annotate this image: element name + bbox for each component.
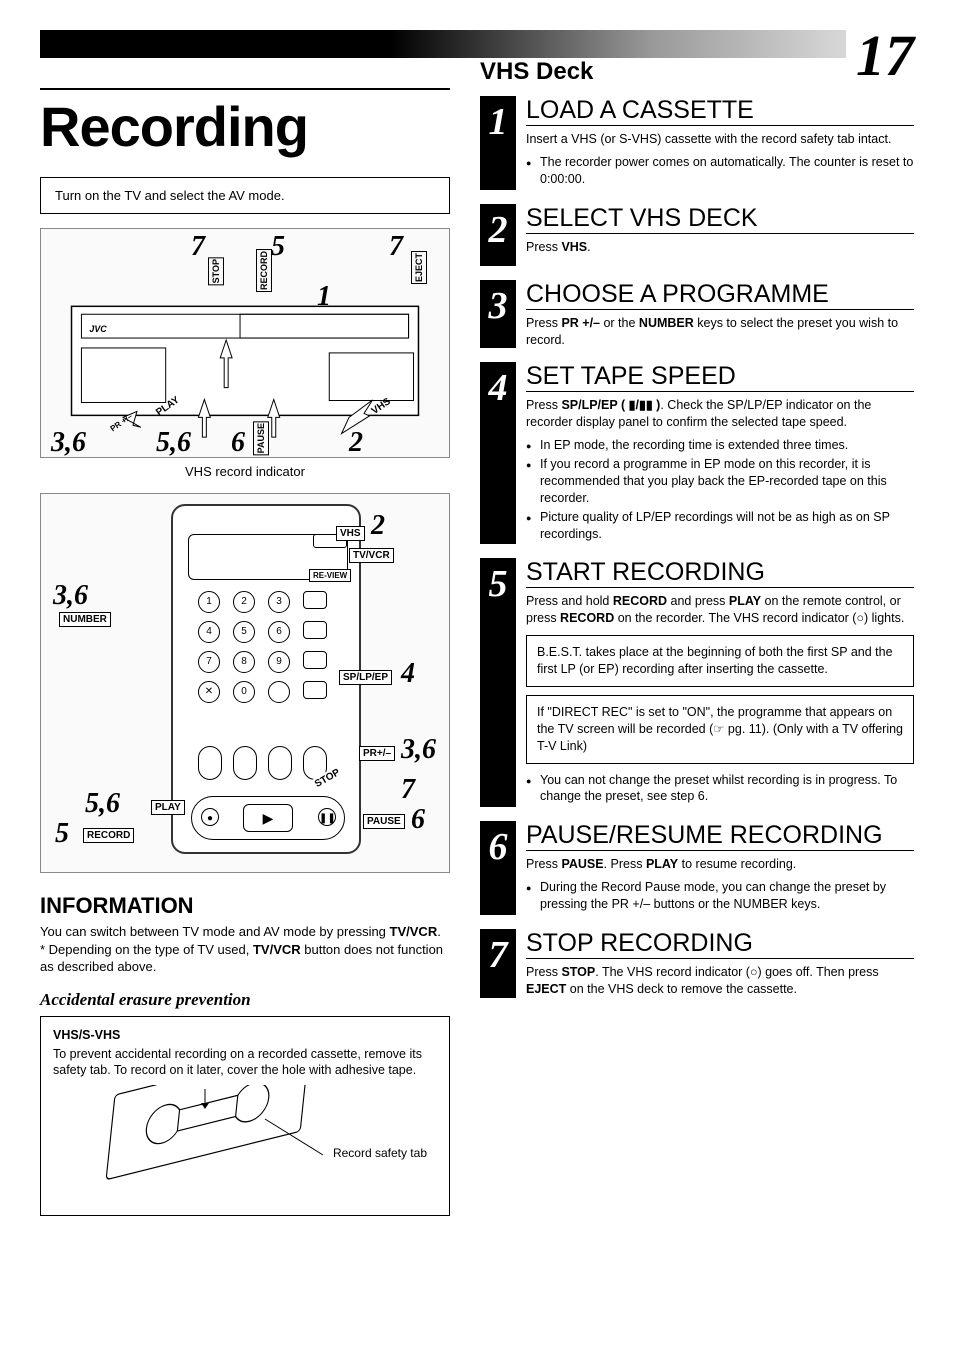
step-4: 4 SET TAPE SPEED Press SP/LP/EP ( ▮/▮▮ )…: [480, 362, 914, 544]
step-num-2: 2: [480, 204, 516, 266]
lbl-review: RE-VIEW: [309, 569, 351, 582]
step-title-7: STOP RECORDING: [526, 929, 914, 959]
step-5-bullet: You can not change the preset whilst rec…: [526, 772, 914, 806]
eject-label: EJECT: [411, 251, 427, 284]
step-num-3: 3: [480, 280, 516, 349]
header-gradient-bar: 17: [40, 30, 914, 58]
right-column: VHS Deck 1 LOAD A CASSETTE Insert a VHS …: [480, 58, 914, 1216]
callout-5: 5: [271, 231, 285, 263]
c-6: 6: [411, 804, 425, 836]
step-text-5: Press and hold RECORD and press PLAY on …: [526, 593, 914, 627]
record-label: RECORD: [256, 249, 272, 292]
lbl-pause: PAUSE: [363, 814, 405, 829]
lbl-play: PLAY: [151, 800, 185, 815]
accidental-box: VHS/S-VHS To prevent accidental recordin…: [40, 1016, 450, 1217]
lbl-vhs: VHS: [336, 526, 365, 541]
c-36b: 3,6: [401, 734, 436, 766]
callout-7a: 7: [191, 231, 205, 263]
info-line1: You can switch between TV mode and AV mo…: [40, 924, 390, 939]
callout-1: 1: [317, 281, 331, 313]
step-1-bullet-0: The recorder power comes on automaticall…: [526, 154, 914, 188]
step-text-4: Press SP/LP/EP ( ▮/▮▮ ). Check the SP/LP…: [526, 397, 914, 431]
info-tvvcr: TV/VCR: [390, 924, 438, 939]
lbl-record: RECORD: [83, 828, 134, 843]
callout-7b: 7: [389, 231, 403, 263]
step-3: 3 CHOOSE A PROGRAMME Press PR +/– or the…: [480, 280, 914, 349]
information-body: You can switch between TV mode and AV mo…: [40, 923, 450, 976]
accidental-heading: Accidental erasure prevention: [40, 990, 450, 1010]
cassette-drawing: Record safety tab: [53, 1085, 437, 1205]
pause-label: PAUSE: [253, 421, 269, 455]
step-text-7: Press STOP. The VHS record indicator (○)…: [526, 964, 914, 998]
step-text-3: Press PR +/– or the NUMBER keys to selec…: [526, 315, 914, 349]
step-num-5: 5: [480, 558, 516, 807]
callout-6: 6: [231, 427, 245, 459]
step-title-3: CHOOSE A PROGRAMME: [526, 280, 914, 310]
step-5-note1: B.E.S.T. takes place at the beginning of…: [526, 635, 914, 687]
step-title-5: START RECORDING: [526, 558, 914, 588]
info-note-prefix: * Depending on the type of TV used,: [40, 942, 253, 957]
step-4-b0: In EP mode, the recording time is extend…: [526, 437, 914, 454]
svg-text:JVC: JVC: [89, 324, 107, 334]
c-5: 5: [55, 818, 69, 850]
c-36a: 3,6: [53, 580, 88, 612]
info-period: .: [437, 924, 441, 939]
step-title-4: SET TAPE SPEED: [526, 362, 914, 392]
page-number: 17: [846, 22, 914, 89]
step-num-1: 1: [480, 96, 516, 190]
safety-tab-label: Record safety tab: [333, 1145, 427, 1161]
turn-on-tv-box: Turn on the TV and select the AV mode.: [40, 177, 450, 214]
remote-diagram: 1 2 3 4 5 6 7 8 9 ✕ 0: [40, 493, 450, 873]
vhs-indicator-caption: VHS record indicator: [40, 464, 450, 479]
c-4: 4: [401, 658, 415, 690]
accidental-box-text: To prevent accidental recording on a rec…: [53, 1047, 422, 1078]
vcr-diagram: JVC 7 5 7 1 3,6 5,6 6 2 STOP RECORD EJ: [40, 228, 450, 458]
step-6-bullet: During the Record Pause mode, you can ch…: [526, 879, 914, 913]
step-text-1: Insert a VHS (or S-VHS) cassette with th…: [526, 131, 914, 148]
c-56: 5,6: [85, 788, 120, 820]
step-6: 6 PAUSE/RESUME RECORDING Press PAUSE. Pr…: [480, 821, 914, 915]
lbl-tvvcr: TV/VCR: [349, 548, 394, 563]
step-5: 5 START RECORDING Press and hold RECORD …: [480, 558, 914, 807]
step-num-4: 4: [480, 362, 516, 544]
step-title-2: SELECT VHS DECK: [526, 204, 914, 234]
step-text-6: Press PAUSE. Press PLAY to resume record…: [526, 856, 914, 873]
turn-on-text: Turn on the TV and select the AV mode.: [55, 188, 285, 203]
step-7: 7 STOP RECORDING Press STOP. The VHS rec…: [480, 929, 914, 998]
step-title-1: LOAD A CASSETTE: [526, 96, 914, 126]
callout-2: 2: [349, 427, 363, 459]
information-heading: INFORMATION: [40, 893, 450, 919]
step-4-b2: Picture quality of LP/EP recordings will…: [526, 509, 914, 543]
c-2: 2: [371, 510, 385, 542]
callout-36: 3,6: [51, 427, 86, 459]
step-2: 2 SELECT VHS DECK Press VHS.: [480, 204, 914, 266]
accidental-box-title: VHS/S-VHS: [53, 1027, 437, 1044]
left-column: Recording Turn on the TV and select the …: [40, 58, 450, 1216]
info-note-bold: TV/VCR: [253, 942, 301, 957]
step-4-b1: If you record a programme in EP mode on …: [526, 456, 914, 507]
main-title: Recording: [40, 94, 450, 159]
step-5-note2: If "DIRECT REC" is set to "ON", the prog…: [526, 695, 914, 764]
title-rule: [40, 88, 450, 90]
step-num-7: 7: [480, 929, 516, 998]
lbl-splpep: SP/LP/EP: [339, 670, 392, 685]
stop-label: STOP: [208, 257, 224, 285]
lbl-prplus: PR+/–: [359, 746, 395, 761]
c-7: 7: [401, 774, 415, 806]
step-1: 1 LOAD A CASSETTE Insert a VHS (or S-VHS…: [480, 96, 914, 190]
step-num-6: 6: [480, 821, 516, 915]
callout-56: 5,6: [156, 427, 191, 459]
lbl-number: NUMBER: [59, 612, 111, 627]
step-text-2: Press VHS.: [526, 239, 914, 256]
step-title-6: PAUSE/RESUME RECORDING: [526, 821, 914, 851]
